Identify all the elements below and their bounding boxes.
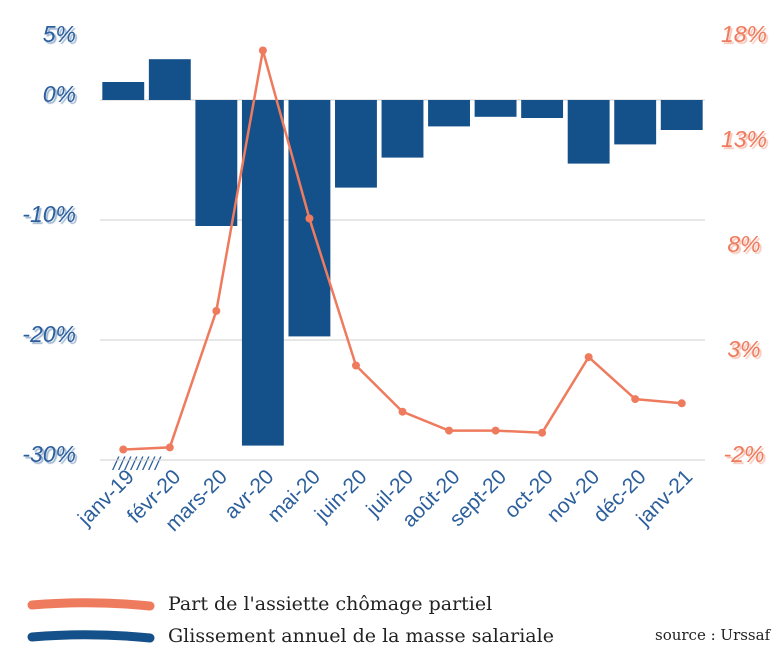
y-tick-label: -10% (22, 201, 76, 227)
x-tick-label: juin-20 (310, 465, 372, 527)
point (165, 443, 174, 452)
y-tick-label: -30% (22, 441, 76, 467)
point (491, 426, 500, 435)
legend-label: Glissement annuel de la masse salariale (168, 625, 554, 647)
bar (614, 100, 657, 145)
y2-tick-label: 8% (727, 231, 760, 257)
point (538, 428, 547, 437)
y2-tick-label: 18% (721, 21, 767, 47)
bar (381, 100, 424, 158)
x-tick-label: janv-19 (73, 465, 139, 531)
bar (474, 100, 517, 117)
y-tick-label: 0% (43, 81, 76, 107)
point (445, 426, 454, 435)
bar (428, 100, 470, 127)
point (305, 214, 314, 223)
point (119, 445, 128, 454)
legend-swatch (27, 630, 155, 643)
bar (195, 100, 238, 226)
point (212, 306, 221, 315)
legend-label: Part de l'assiette chômage partiel (168, 593, 492, 615)
point (677, 399, 686, 408)
point (584, 353, 593, 362)
y2-tick-label: 3% (727, 336, 760, 362)
y-tick-label: -20% (22, 321, 76, 347)
bar (660, 100, 703, 130)
annotation: //////// (111, 454, 162, 474)
point (398, 407, 407, 416)
bar (241, 100, 284, 446)
bar (148, 59, 191, 100)
bar (567, 100, 610, 164)
bar (335, 100, 377, 188)
point (351, 361, 360, 370)
y2-tick-label: -2% (724, 441, 765, 467)
point (631, 395, 640, 404)
point (258, 46, 267, 55)
y-tick-label: 5% (43, 21, 76, 47)
y2-tick-label: 13% (721, 126, 767, 152)
x-tick-label: mai-20 (263, 465, 325, 527)
source: source : Urssaf (655, 626, 772, 644)
bar (521, 100, 564, 118)
bar (102, 82, 145, 100)
legend-swatch (27, 598, 155, 611)
